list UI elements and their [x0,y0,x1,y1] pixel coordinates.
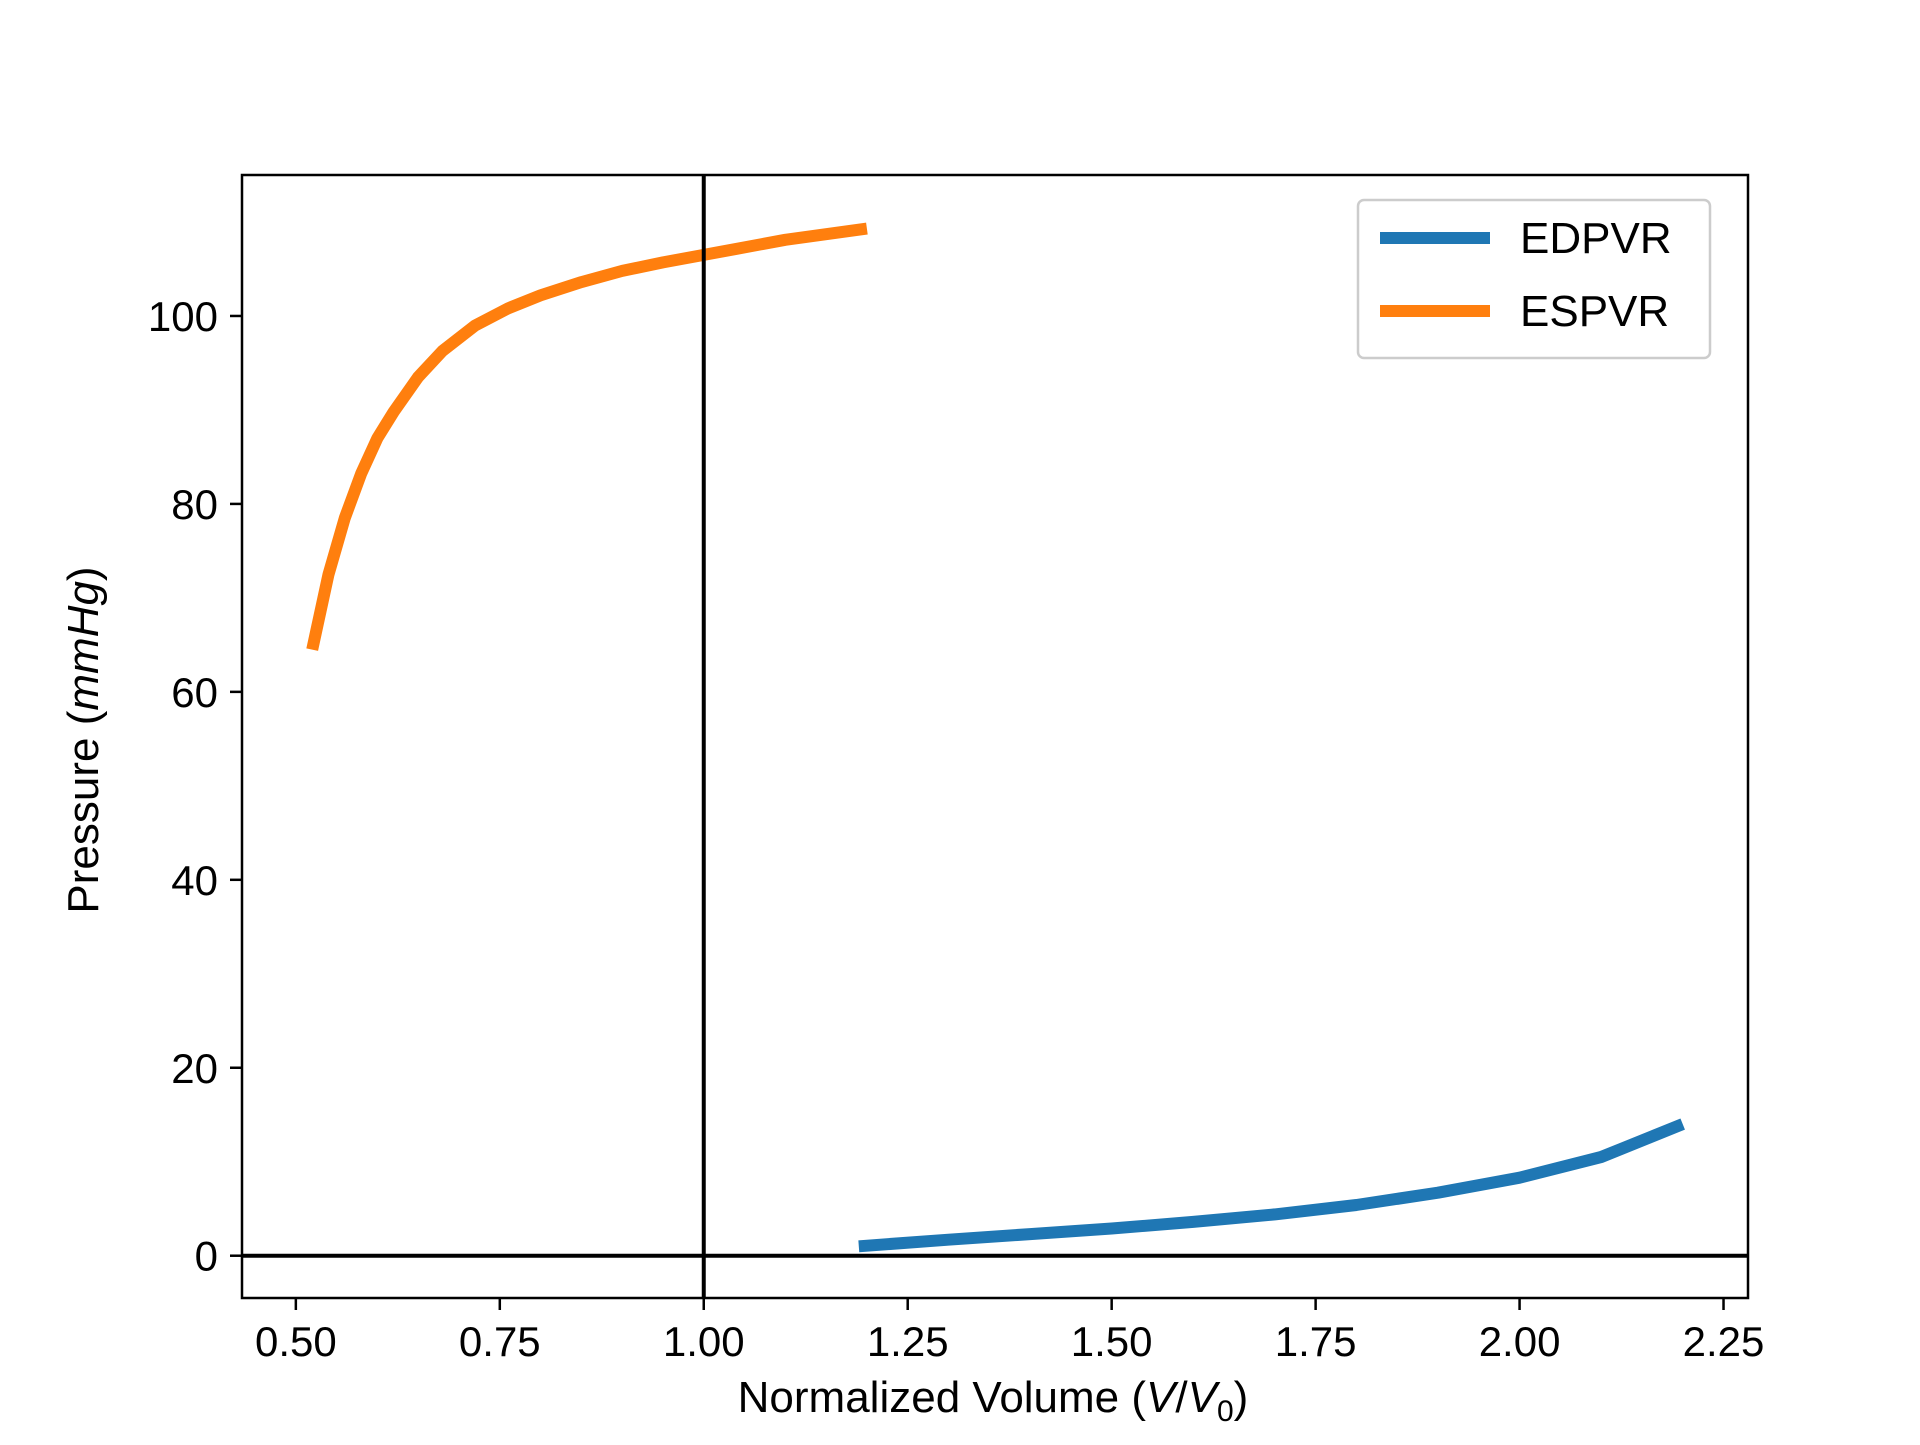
legend-label-espvr: ESPVR [1520,287,1669,336]
y-tick-label: 0 [195,1233,218,1280]
x-tick-label: 0.75 [459,1318,541,1365]
reference-lines-group [242,175,1748,1298]
y-axis-label: Pressure (mmHg) [59,566,108,913]
x-tick-label: 1.00 [663,1318,745,1365]
plot-lines-group [306,222,1685,1253]
series-line-espvr [306,222,868,651]
x-tick-label: 2.25 [1683,1318,1765,1365]
y-axis-label-unit: mmHg [59,581,108,711]
x-tick-label: 1.25 [867,1318,949,1365]
legend: EDPVR ESPVR [1356,198,1712,360]
x-tick-label: 2.00 [1479,1318,1561,1365]
y-axis-ticks: 0 20 40 60 80 100 [148,293,242,1280]
x-axis-label-var-a: V [1146,1373,1179,1422]
plot-frame [240,173,1750,1300]
y-tick-label: 60 [171,669,218,716]
x-axis-label-subscript: 0 [1217,1395,1234,1428]
x-axis-label-slash: / [1175,1373,1188,1422]
x-axis-ticks: 0.50 0.75 1.00 1.25 1.50 1.75 2.00 2.25 [255,1298,1764,1365]
x-tick-label: 1.75 [1275,1318,1357,1365]
x-axis-label-var-b: V [1188,1373,1221,1422]
y-tick-label: 20 [171,1045,218,1092]
x-tick-label: 1.50 [1071,1318,1153,1365]
x-tick-label: 0.50 [255,1318,337,1365]
x-axis-label: Normalized Volume (V/V0) [738,1373,1249,1428]
y-tick-label: 100 [148,293,218,340]
x-axis-label-suffix: ) [1234,1373,1249,1422]
y-axis-label-suffix: ) [59,566,108,581]
y-axis-label-prefix: Pressure ( [59,710,108,913]
legend-label-edpvr: EDPVR [1520,214,1672,263]
y-tick-label: 80 [171,481,218,528]
x-axis-label-prefix: Normalized Volume ( [738,1373,1147,1422]
y-tick-label: 40 [171,857,218,904]
series-line-edpvr [858,1118,1685,1253]
